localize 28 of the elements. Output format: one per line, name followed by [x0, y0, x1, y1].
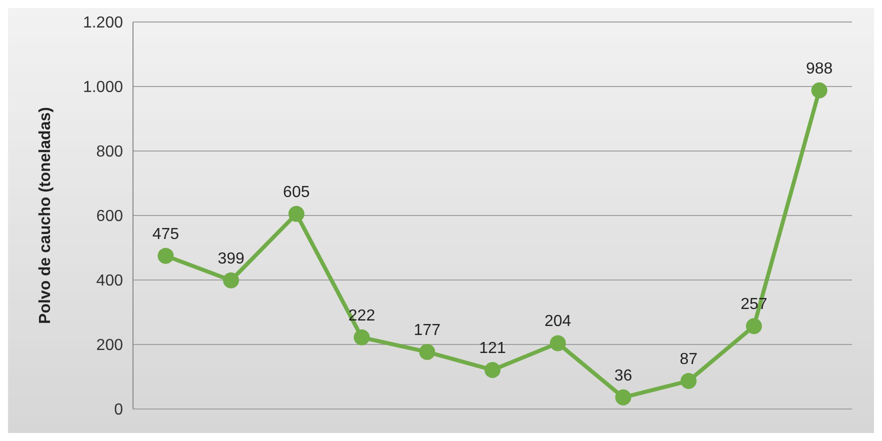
point [746, 318, 762, 334]
point [419, 344, 436, 360]
data-label: 36 [614, 367, 632, 384]
data-label: 475 [152, 226, 180, 243]
y-tick-label: 600 [96, 208, 124, 226]
y-tick-label: 1.000 [82, 79, 124, 96]
point [615, 389, 632, 406]
y-tick-label: 800 [96, 144, 124, 161]
data-label: 177 [414, 322, 441, 339]
data-label: 204 [544, 313, 572, 330]
data-label: 605 [283, 184, 310, 201]
point [223, 272, 240, 288]
y-tick-label: 0 [114, 402, 124, 419]
y-tick-label: 1.200 [82, 14, 124, 32]
point [484, 362, 500, 378]
y-tick-label: 400 [96, 272, 124, 290]
data-label: 399 [218, 250, 244, 268]
point [158, 248, 174, 264]
y-axis-title: Polvo de caucho (toneladas) [37, 107, 54, 324]
data-label: 121 [479, 340, 506, 357]
point [288, 206, 304, 222]
y-tick-label: 200 [96, 337, 124, 354]
point [354, 329, 370, 346]
point [550, 335, 566, 352]
point [811, 82, 828, 98]
point [680, 372, 697, 389]
data-label: 87 [680, 350, 698, 368]
data-label: 988 [806, 60, 833, 78]
